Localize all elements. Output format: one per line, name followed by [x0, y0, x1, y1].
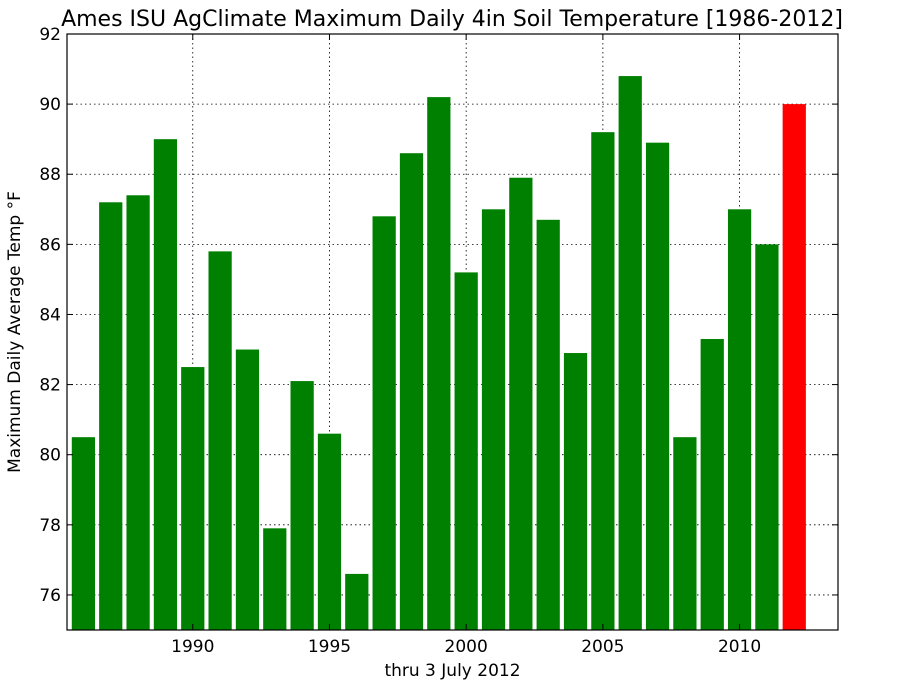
- x-tick-label: 2005: [581, 637, 624, 657]
- bar-2010: [727, 209, 752, 630]
- bar-1999: [427, 97, 451, 630]
- x-tick-label: 2000: [445, 637, 488, 657]
- bar-2001: [481, 209, 506, 630]
- bar-2012: [782, 104, 806, 630]
- bar-1987: [99, 202, 123, 630]
- bar-1986: [71, 437, 96, 630]
- bar-2008: [673, 437, 697, 630]
- x-tick-label: 1990: [171, 637, 214, 657]
- y-tick-label: 76: [39, 586, 61, 606]
- bar-2011: [755, 244, 779, 630]
- bar-1994: [290, 381, 314, 630]
- bar-2009: [700, 339, 724, 630]
- y-tick-label: 78: [39, 516, 61, 536]
- bar-1993: [263, 528, 287, 630]
- bar-2007: [645, 142, 670, 630]
- bar-2006: [618, 76, 642, 631]
- y-tick-label: 92: [39, 25, 61, 45]
- y-tick-label: 84: [39, 305, 61, 325]
- x-axis-label: thru 3 July 2012: [384, 661, 520, 681]
- bar-2005: [591, 132, 615, 630]
- bar-1989: [153, 139, 178, 631]
- bars: [71, 76, 806, 631]
- x-tick-label: 2010: [718, 637, 761, 657]
- bar-1998: [399, 153, 424, 630]
- axis-ticks: 1990 1995 2000 2005 2010 76 78 80 82 84 86 88 90 92: [39, 25, 838, 657]
- bar-2004: [563, 353, 588, 630]
- bar-1990: [181, 367, 205, 630]
- bar-1991: [208, 251, 232, 631]
- y-tick-label: 90: [39, 95, 61, 115]
- x-tick-label: 1995: [308, 637, 351, 657]
- bar-1995: [317, 433, 342, 630]
- chart-title: Ames ISU AgClimate Maximum Daily 4in Soi…: [61, 7, 843, 32]
- bar-1996: [345, 573, 369, 630]
- plot-frame: [66, 33, 839, 631]
- bar-1988: [126, 195, 150, 631]
- bar-1997: [372, 216, 396, 630]
- bar-2003: [536, 219, 560, 630]
- y-tick-label: 82: [39, 376, 61, 396]
- y-tick-label: 80: [39, 446, 61, 466]
- y-axis-label: Maximum Daily Average Temp °F: [5, 191, 25, 473]
- bar-1992: [235, 349, 260, 630]
- bar-2000: [454, 272, 478, 630]
- bar-2002: [509, 177, 533, 630]
- y-tick-label: 86: [39, 235, 61, 255]
- y-tick-label: 88: [39, 165, 61, 185]
